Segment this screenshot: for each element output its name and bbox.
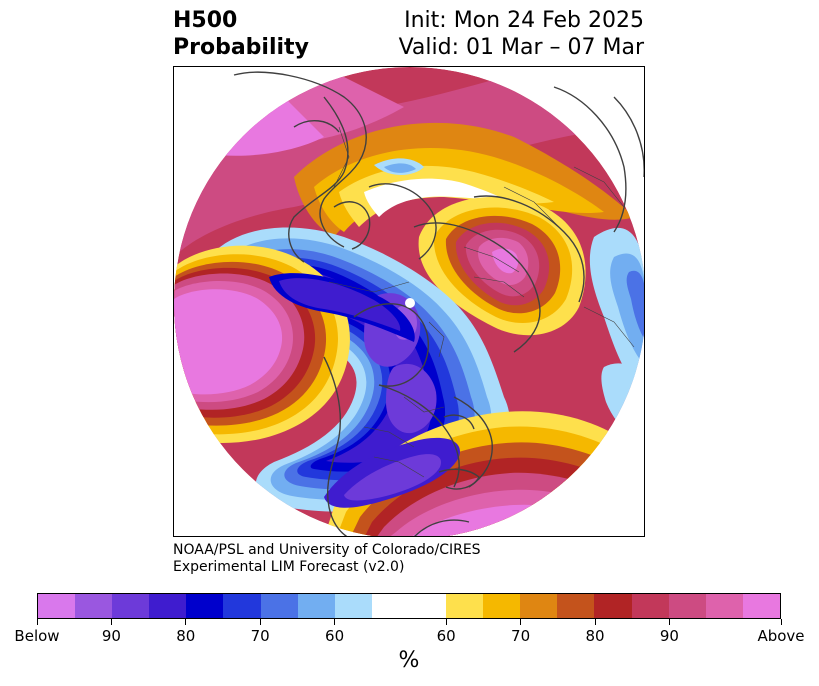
credit-line2: Experimental LIM Forecast (v2.0)	[173, 559, 405, 575]
colorbar-tick-label: 90	[101, 627, 121, 645]
colorbar-tick-label: 60	[436, 627, 456, 645]
colorbar-tick-label: 70	[511, 627, 531, 645]
colorbar-segment	[112, 594, 150, 618]
map-frame	[173, 66, 645, 537]
colorbar-segment	[371, 594, 409, 618]
colorbar-segment	[75, 594, 113, 618]
colorbar-tick	[594, 619, 596, 625]
colorbar-tick	[668, 619, 670, 625]
colorbar-tick	[259, 619, 261, 625]
init-date: Init: Mon 24 Feb 2025	[404, 8, 644, 33]
credit-line1: NOAA/PSL and University of Colorado/CIRE…	[173, 542, 481, 558]
colorbar-segment	[38, 594, 76, 618]
colorbar-tick-label: Below	[14, 627, 60, 645]
colorbar-segment	[594, 594, 632, 618]
colorbar-segment	[631, 594, 669, 618]
colorbar-tick	[780, 619, 782, 625]
valid-period: Valid: 01 Mar – 07 Mar	[398, 35, 644, 60]
colorbar	[37, 593, 781, 619]
title-line2: Probability	[173, 35, 309, 60]
colorbar-tick-label: 90	[659, 627, 679, 645]
colorbar-tick	[36, 619, 38, 625]
colorbar-segment	[483, 594, 521, 618]
colorbar-segment	[408, 594, 447, 618]
colorbar-segment	[297, 594, 335, 618]
colorbar-tick-label: 80	[176, 627, 196, 645]
pole-marker	[405, 298, 415, 308]
colorbar-tick	[334, 619, 336, 625]
colorbar-segment	[334, 594, 372, 618]
probability-map	[174, 67, 644, 536]
colorbar-segment	[742, 594, 780, 618]
colorbar-segment	[705, 594, 743, 618]
borders	[328, 126, 635, 478]
colorbar-tick	[445, 619, 447, 625]
coastlines	[233, 71, 644, 536]
colorbar-segment	[446, 594, 484, 618]
colorbar-segment	[223, 594, 261, 618]
title-line1: H500	[173, 8, 238, 33]
colorbar-tick	[520, 619, 522, 625]
colorbar-segment	[520, 594, 558, 618]
colorbar-tick-label: 60	[325, 627, 345, 645]
colorbar-tick	[185, 619, 187, 625]
colorbar-segment	[186, 594, 224, 618]
colorbar-tick-label: 80	[585, 627, 605, 645]
colorbar-unit: %	[398, 648, 420, 673]
colorbar-segment	[668, 594, 706, 618]
colorbar-tick	[110, 619, 112, 625]
colorbar-segment	[557, 594, 595, 618]
colorbar-segment	[260, 594, 298, 618]
colorbar-tick-label: Above	[757, 627, 805, 645]
colorbar-segment	[149, 594, 187, 618]
colorbar-tick-label: 70	[250, 627, 270, 645]
